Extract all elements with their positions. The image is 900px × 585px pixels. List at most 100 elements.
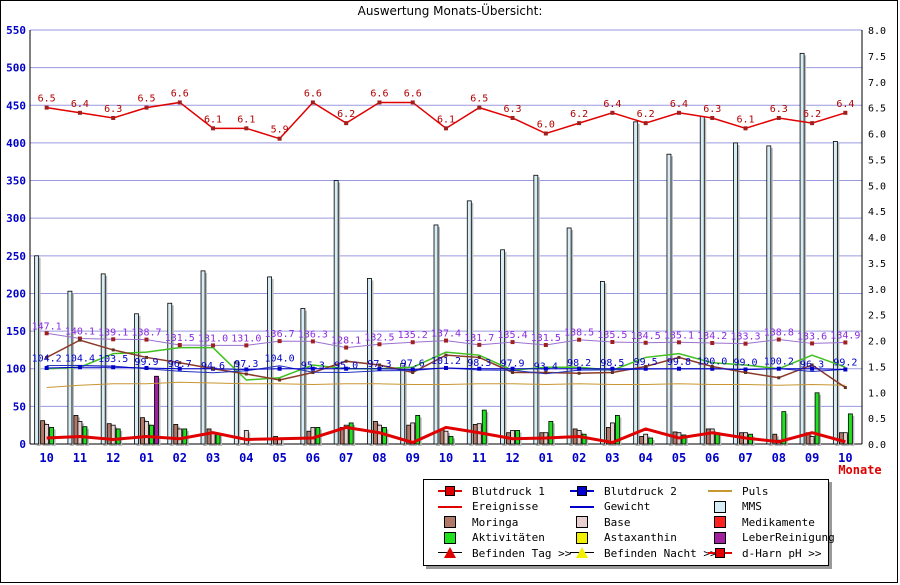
- marker-blutdruck-2: [410, 367, 415, 372]
- marker-befinden-tag: [311, 370, 315, 374]
- y-tick-right: 2.0: [868, 337, 886, 348]
- bar-moringa: [705, 428, 711, 445]
- legend-label: Blutdruck 1: [472, 484, 545, 498]
- legend-label: Befinden Tag >>: [472, 546, 572, 560]
- marker-befinden-tag: [544, 370, 548, 374]
- bar-mms: [799, 52, 805, 445]
- y-tick-right: 0.0: [868, 440, 886, 451]
- x-axis-label: Monate: [838, 463, 881, 477]
- data-label-ph: 6.6: [370, 88, 388, 99]
- y-tick-right: 8.0: [868, 26, 886, 37]
- bar-base: [77, 421, 83, 445]
- bar-aktivit-ten-balken-: [149, 424, 154, 445]
- data-label-blutdruck-1: 133.6: [797, 331, 827, 342]
- marker-blutdruck-2: [776, 366, 781, 371]
- marker-d-harn-ph: [743, 126, 748, 131]
- bar-moringa: [73, 414, 79, 445]
- marker-blutdruck-1: [310, 339, 315, 344]
- bar-aktivit-ten-balken-: [415, 414, 421, 445]
- marker-befinden-tag: [744, 370, 748, 374]
- data-label-gewicht: 97.3: [234, 359, 258, 370]
- marker-befinden-tag: [377, 363, 381, 367]
- bar-base: [243, 430, 249, 445]
- y-tick-left: 0: [19, 438, 26, 451]
- bar-mms: [466, 200, 472, 445]
- bar-base: [310, 427, 316, 445]
- data-label-blutdruck-1: 140.1: [65, 327, 95, 338]
- bar-mms: [699, 116, 705, 445]
- marker-blutdruck-2: [144, 365, 149, 370]
- y-tick-left: 200: [6, 287, 26, 300]
- legend-symbol: [432, 500, 468, 514]
- y-tick-right: 1.0: [868, 388, 886, 399]
- bar-mms: [500, 249, 505, 445]
- bar-mms: [566, 227, 572, 445]
- data-label-gewicht: 98.5: [600, 358, 624, 369]
- data-label-blutdruck-1: 131.0: [231, 333, 261, 344]
- data-label-ph: 6.3: [770, 104, 788, 115]
- y-tick-right: 3.5: [868, 259, 886, 270]
- bar-base: [709, 428, 715, 445]
- x-tick-label: 05: [272, 451, 286, 465]
- bar-mms: [400, 363, 406, 445]
- data-label-blutdruck-1: 147.1: [32, 321, 62, 332]
- marker-blutdruck-2: [743, 367, 748, 372]
- bar-mms: [533, 174, 539, 445]
- legend-item: Gewicht: [564, 500, 650, 514]
- marker-blutdruck-2: [843, 367, 848, 372]
- marker-d-harn-ph: [610, 110, 615, 115]
- data-label-blutdruck-1: 135.2: [398, 330, 428, 341]
- marker-befinden-tag: [843, 386, 847, 390]
- data-label-ph: 6.5: [137, 94, 155, 105]
- y-tick-right: 7.0: [868, 78, 886, 89]
- marker-befinden-tag: [411, 370, 415, 374]
- marker-blutdruck-1: [144, 337, 149, 342]
- marker-d-harn-ph: [577, 121, 582, 126]
- bar-mms: [34, 255, 40, 445]
- bar-moringa: [772, 433, 778, 445]
- y-tick-left: 50: [13, 400, 26, 413]
- legend-item: Astaxanthin: [564, 531, 677, 545]
- legend-symbol: [432, 484, 468, 498]
- legend-item: MMS: [702, 500, 762, 514]
- legend-label: MMS: [742, 500, 762, 513]
- legend-item: Medikamente: [702, 515, 815, 529]
- bar-moringa: [472, 424, 478, 445]
- marker-blutdruck-1: [77, 336, 82, 341]
- y-tick-right: 6.5: [868, 104, 886, 115]
- marker-d-harn-ph: [77, 110, 82, 115]
- bar-mms: [233, 361, 239, 445]
- x-tick-label: 11: [472, 451, 486, 465]
- legend-label: Medikamente: [742, 515, 815, 529]
- marker-blutdruck-2: [477, 366, 482, 371]
- marker-befinden-tag: [444, 353, 448, 357]
- marker-blutdruck-1: [410, 340, 415, 345]
- marker-d-harn-ph: [710, 115, 715, 120]
- data-label-gewicht: 94.6: [201, 361, 225, 372]
- marker-blutdruck-2: [610, 366, 615, 371]
- data-label-gewicht: 97.9: [501, 358, 525, 369]
- data-label-gewicht: 97.6: [401, 359, 425, 370]
- legend-label: Base: [604, 515, 631, 529]
- x-tick-label: 12: [505, 451, 519, 465]
- legend-label: Ereignisse: [472, 500, 539, 513]
- bar-mms: [832, 141, 838, 445]
- x-tick-label: 06: [705, 451, 719, 465]
- x-tick-label: 09: [405, 451, 419, 465]
- y-tick-right: 5.5: [868, 155, 886, 166]
- legend-item: Base: [564, 515, 631, 529]
- bar-mms: [367, 277, 372, 445]
- marker-befinden-tag: [344, 359, 348, 363]
- y-tick-left: 350: [6, 175, 26, 188]
- bar-base: [110, 424, 116, 445]
- bar-mms: [333, 180, 339, 445]
- x-tick-label: 04: [638, 451, 652, 465]
- marker-blutdruck-1: [244, 343, 249, 348]
- marker-befinden-tag: [111, 348, 115, 352]
- y-tick-left: 400: [6, 137, 26, 150]
- data-label-ph: 6.2: [637, 109, 655, 120]
- data-label-gewicht: 99.8: [667, 357, 691, 368]
- bar-mms: [267, 276, 273, 445]
- x-tick-label: 08: [372, 451, 386, 465]
- x-tick-label: 02: [173, 451, 187, 465]
